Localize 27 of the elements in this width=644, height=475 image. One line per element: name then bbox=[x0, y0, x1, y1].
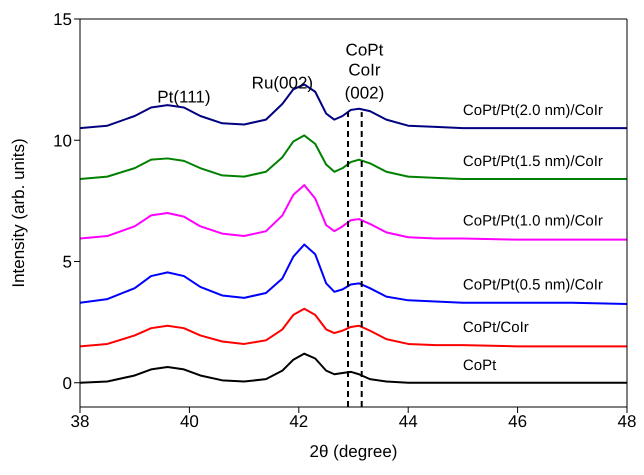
y-tick-label: 15 bbox=[53, 10, 72, 30]
x-tick-label: 46 bbox=[508, 412, 528, 432]
x-tick-label: 42 bbox=[289, 412, 308, 432]
line-series bbox=[80, 134, 627, 180]
y-tick-label: 5 bbox=[62, 252, 72, 272]
series-label: CoPt bbox=[462, 356, 498, 374]
x-tick-label: 40 bbox=[180, 412, 199, 432]
annotation: Pt(111) bbox=[157, 87, 211, 106]
annotation: (002) bbox=[344, 83, 384, 102]
series-label: CoPt/Pt(1.0 nm)/CoIr bbox=[462, 212, 603, 230]
series-label: CoPt/Pt(2.0 nm)/CoIr bbox=[462, 102, 603, 120]
series-label: CoPt/CoIr bbox=[462, 319, 529, 336]
x-tick-label: 44 bbox=[398, 412, 418, 432]
series-label: CoPt/Pt(1.5 nm)/CoIr bbox=[462, 153, 603, 170]
y-axis-title: Intensity (arb. units) bbox=[9, 138, 28, 288]
annotation: CoIr bbox=[348, 60, 380, 80]
series-label: CoPt/Pt(0.5 nm)/CoIr bbox=[462, 276, 603, 294]
y-tick-label: 0 bbox=[62, 374, 72, 393]
x-axis-title: 2θ (degree) bbox=[310, 442, 398, 461]
x-tick-label: 38 bbox=[70, 412, 90, 432]
annotation: CoPt bbox=[346, 40, 384, 60]
x-tick-label: 48 bbox=[618, 412, 636, 432]
annotation: Ru(002) bbox=[252, 74, 314, 93]
line-series bbox=[80, 184, 627, 241]
line-series bbox=[80, 244, 627, 305]
y-tick-label: 10 bbox=[53, 131, 72, 150]
line-series bbox=[80, 308, 627, 348]
